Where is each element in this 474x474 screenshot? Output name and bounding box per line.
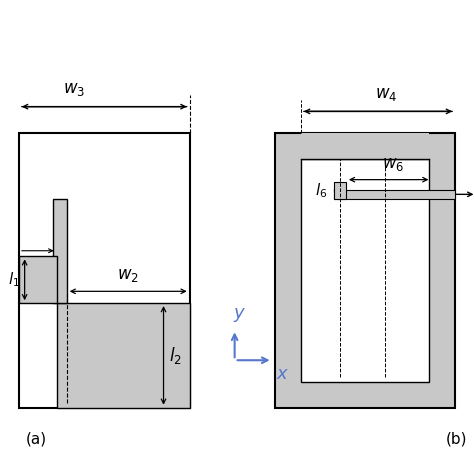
Bar bbox=[334, 190, 455, 199]
Bar bbox=[19, 133, 190, 408]
Bar bbox=[53, 199, 67, 303]
Text: $l_2$: $l_2$ bbox=[169, 345, 182, 366]
Text: $l_1$: $l_1$ bbox=[8, 271, 20, 289]
Bar bbox=[56, 303, 190, 408]
Text: $w_6$: $w_6$ bbox=[383, 155, 404, 173]
Text: (a): (a) bbox=[26, 431, 47, 447]
Bar bbox=[301, 133, 429, 159]
Bar bbox=[19, 256, 56, 303]
Text: $y$: $y$ bbox=[233, 306, 246, 324]
Text: (b): (b) bbox=[446, 431, 467, 447]
Bar bbox=[334, 182, 346, 199]
Text: $w_2$: $w_2$ bbox=[117, 266, 139, 284]
Bar bbox=[275, 133, 455, 408]
Text: $l_6$: $l_6$ bbox=[315, 181, 327, 200]
Text: $w_4$: $w_4$ bbox=[374, 85, 397, 103]
Text: $x$: $x$ bbox=[276, 365, 289, 383]
Text: $w_3$: $w_3$ bbox=[63, 80, 84, 98]
Bar bbox=[301, 159, 429, 382]
